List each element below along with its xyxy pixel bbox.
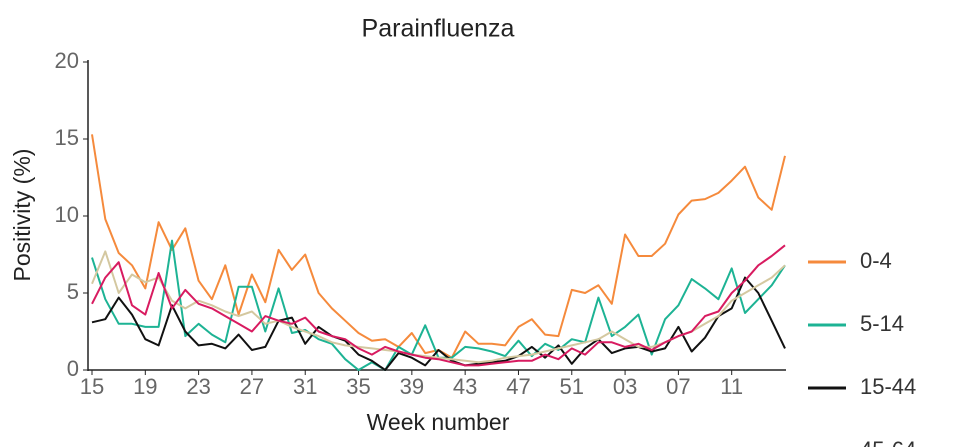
y-axis-label: Positivity (%) [9,149,35,282]
x-tick-label: 31 [293,374,317,399]
x-tick-label: 47 [506,374,530,399]
y-tick-label: 0 [67,356,79,381]
y-tick-label: 15 [55,125,79,150]
legend-label: 15-44 [860,374,916,399]
x-tick-label: 43 [453,374,477,399]
legend-label: 5-14 [860,311,904,336]
x-tick-label: 03 [613,374,637,399]
line-series [91,244,786,367]
x-tick-label: 51 [560,374,584,399]
x-tick-label: 39 [400,374,424,399]
x-tick-label: 27 [240,374,264,399]
y-tick-label: 5 [67,279,79,304]
x-tick-label: 11 [720,374,743,399]
y-tick-label: 20 [55,48,79,73]
legend-label: 0-4 [860,248,892,273]
x-axis-label: Week number [367,409,510,435]
chart-title: Parainfluenza [362,15,515,43]
x-tick-label: 15 [80,374,104,399]
legend-label: 45-64 [860,437,916,447]
y-tick-label: 10 [55,202,79,227]
x-tick-label: 35 [346,374,370,399]
x-tick-label: 23 [186,374,210,399]
line-series [91,134,786,359]
x-tick-label: 07 [666,374,690,399]
x-tick-label: 19 [133,374,157,399]
